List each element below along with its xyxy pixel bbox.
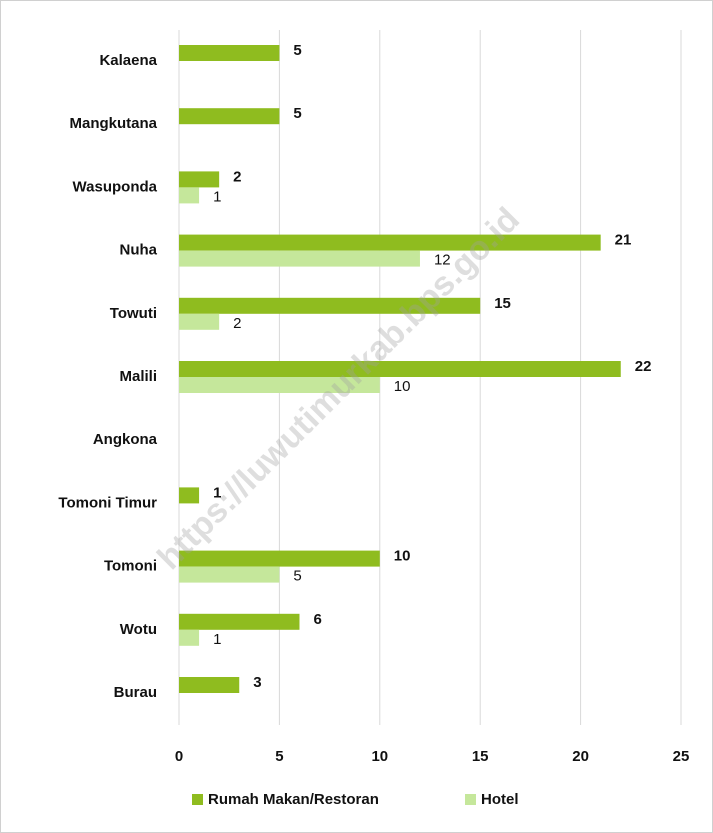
bar <box>179 297 481 314</box>
grid <box>178 30 682 725</box>
bar <box>179 187 200 204</box>
data-label: 1 <box>213 484 221 501</box>
y-tick-label: Mangkutana <box>69 115 157 132</box>
data-label: 1 <box>213 188 221 205</box>
y-tick-label: Kalaena <box>99 52 157 69</box>
data-label: 5 <box>293 105 301 122</box>
data-label: 10 <box>394 378 411 395</box>
marks <box>179 45 621 693</box>
y-tick-label: Wotu <box>120 621 157 638</box>
data-label: 15 <box>494 295 511 312</box>
data-label: 3 <box>253 674 261 691</box>
bar <box>179 566 280 583</box>
y-tick-label: Wasuponda <box>73 178 158 195</box>
data-label: 5 <box>293 42 301 59</box>
data-label: 2 <box>233 315 241 332</box>
x-tick-label: 10 <box>371 748 388 765</box>
y-tick-label: Angkona <box>93 431 158 448</box>
bar <box>179 234 601 251</box>
y-tick-label: Tomoni <box>104 558 157 575</box>
bar <box>179 171 220 188</box>
bar <box>179 313 220 330</box>
bar <box>179 550 380 567</box>
bar <box>179 613 300 630</box>
legend-label: Rumah Makan/Restoran <box>208 791 379 808</box>
x-tick-label: 0 <box>175 748 183 765</box>
data-label: 5 <box>293 568 301 585</box>
legend-label: Hotel <box>481 791 519 808</box>
bar <box>179 45 280 61</box>
bar <box>179 487 200 504</box>
y-tick-label: Nuha <box>120 242 158 259</box>
legend-swatch <box>192 794 203 805</box>
x-tick-label: 15 <box>472 748 489 765</box>
data-label: 10 <box>394 548 411 565</box>
data-label: 22 <box>635 358 652 375</box>
y-tick-label: Towuti <box>110 305 157 322</box>
data-label: 12 <box>434 252 451 269</box>
x-tick-label: 5 <box>275 748 283 765</box>
data-label: 6 <box>313 611 321 628</box>
y-tick-label: Tomoni Timur <box>58 494 157 511</box>
data-label: 1 <box>213 631 221 648</box>
bar <box>179 108 280 125</box>
bar <box>179 361 621 377</box>
y-tick-label: Burau <box>114 684 157 701</box>
bar <box>179 629 200 646</box>
bar <box>179 677 240 693</box>
legend-swatch <box>465 794 476 805</box>
bar <box>179 377 380 393</box>
y-tick-label: Malili <box>119 368 157 385</box>
data-label: 21 <box>615 232 632 249</box>
x-tick-label: 20 <box>572 748 589 765</box>
bar <box>179 250 420 267</box>
x-tick-label: 25 <box>673 748 690 765</box>
data-label: 2 <box>233 168 241 185</box>
